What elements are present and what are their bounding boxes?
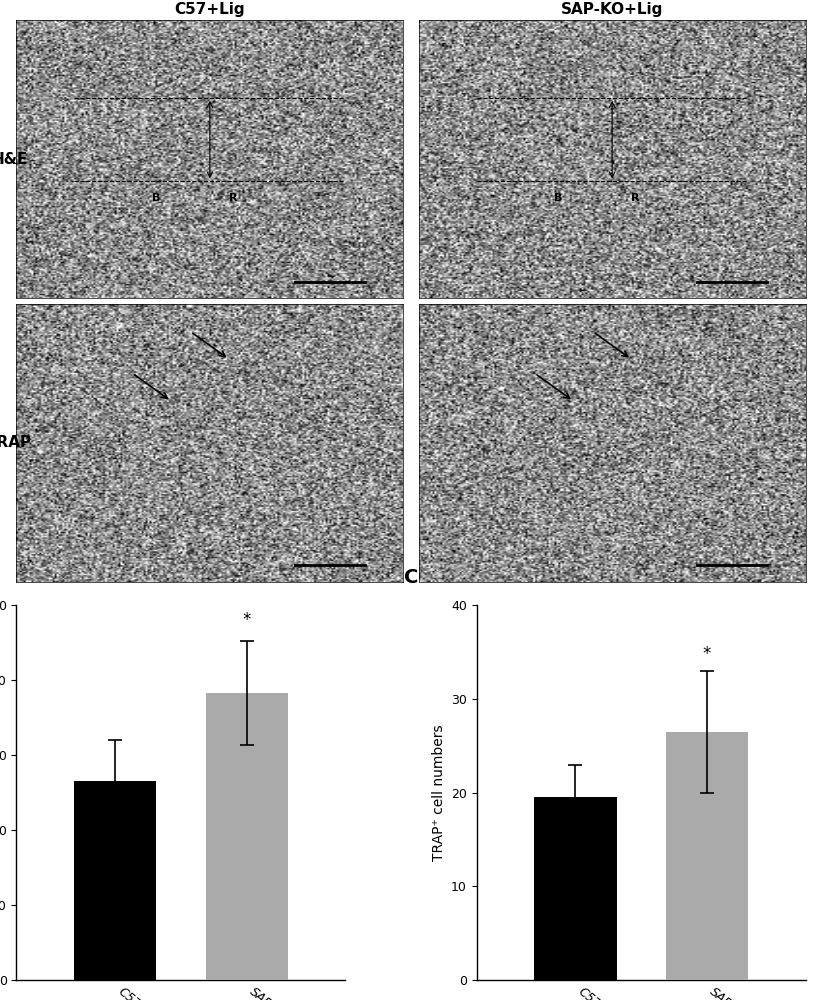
Bar xyxy=(666,732,748,980)
Title: C57+Lig: C57+Lig xyxy=(174,2,245,17)
Title: SAP-KO+Lig: SAP-KO+Lig xyxy=(561,2,663,17)
Y-axis label: H&E: H&E xyxy=(0,152,28,167)
Text: R: R xyxy=(229,193,238,203)
Bar xyxy=(206,693,288,980)
Bar xyxy=(74,781,156,980)
Text: *: * xyxy=(242,611,251,629)
Y-axis label: TRAP⁺ cell numbers: TRAP⁺ cell numbers xyxy=(432,724,446,861)
Y-axis label: TRAP: TRAP xyxy=(0,435,32,450)
Text: B: B xyxy=(152,193,160,203)
Text: C: C xyxy=(404,568,418,587)
Text: R: R xyxy=(631,193,640,203)
Text: B: B xyxy=(554,193,562,203)
Text: *: * xyxy=(703,645,711,663)
Bar xyxy=(534,797,616,980)
